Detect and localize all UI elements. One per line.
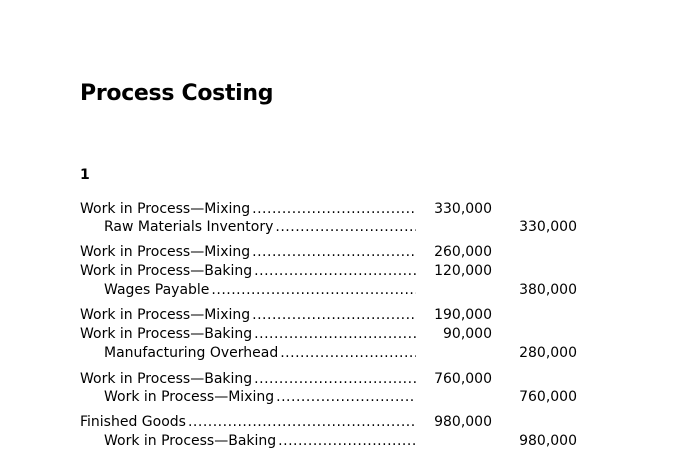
dot-leader [278, 432, 416, 451]
credit-amount: 760,000 [519, 389, 577, 405]
debit-amount: 120,000 [434, 263, 492, 279]
dot-leader [252, 200, 416, 219]
journal-debit-line: Work in Process—Mixing 330,000 [0, 200, 680, 219]
debit-account: Work in Process—Baking [80, 326, 253, 342]
credit-amount: 330,000 [519, 219, 577, 235]
debit-account: Work in Process—Baking [80, 371, 253, 387]
credit-account: Work in Process—Baking [104, 433, 277, 449]
journal-debit-line: Finished Goods 980,000 [0, 413, 680, 432]
dot-leader [275, 218, 416, 237]
credit-account: Wages Payable [104, 282, 210, 298]
debit-amount: 760,000 [434, 371, 492, 387]
dot-leader [211, 281, 416, 300]
debit-account: Work in Process—Mixing [80, 201, 251, 217]
debit-amount: 980,000 [434, 414, 492, 430]
problem-number: 1 [80, 167, 90, 183]
debit-amount: 190,000 [434, 307, 492, 323]
debit-account: Work in Process—Mixing [80, 307, 251, 323]
journal-debit-line: Work in Process—Baking 760,000 [0, 370, 680, 389]
dot-leader [254, 370, 416, 389]
journal-debit-line: Work in Process—Mixing 190,000 [0, 306, 680, 325]
dot-leader [276, 388, 416, 407]
credit-account: Raw Materials Inventory [104, 219, 274, 235]
credit-amount: 280,000 [519, 345, 577, 361]
debit-amount: 90,000 [443, 326, 492, 342]
journal-credit-line: Work in Process—Mixing 760,000 [0, 388, 680, 407]
journal-credit-line: Wages Payable 380,000 [0, 281, 680, 300]
credit-amount: 380,000 [519, 282, 577, 298]
journal-credit-line: Raw Materials Inventory 330,000 [0, 218, 680, 237]
journal-debit-line: Work in Process—Mixing 260,000 [0, 243, 680, 262]
credit-account: Work in Process—Mixing [104, 389, 275, 405]
journal-credit-line: Manufacturing Overhead 280,000 [0, 344, 680, 363]
journal-debit-line: Work in Process—Baking 120,000 [0, 262, 680, 281]
journal-debit-line: Work in Process—Baking 90,000 [0, 325, 680, 344]
dot-leader [252, 306, 416, 325]
credit-account: Manufacturing Overhead [104, 345, 279, 361]
dot-leader [252, 243, 416, 262]
debit-account: Work in Process—Baking [80, 263, 253, 279]
credit-amount: 980,000 [519, 433, 577, 449]
debit-amount: 260,000 [434, 244, 492, 260]
dot-leader [254, 325, 416, 344]
journal-credit-line: Work in Process—Baking 980,000 [0, 432, 680, 451]
debit-account: Work in Process—Mixing [80, 244, 251, 260]
dot-leader [254, 262, 416, 281]
dot-leader [280, 344, 416, 363]
dot-leader [188, 413, 416, 432]
debit-amount: 330,000 [434, 201, 492, 217]
page-title: Process Costing [80, 81, 274, 106]
debit-account: Finished Goods [80, 414, 186, 430]
